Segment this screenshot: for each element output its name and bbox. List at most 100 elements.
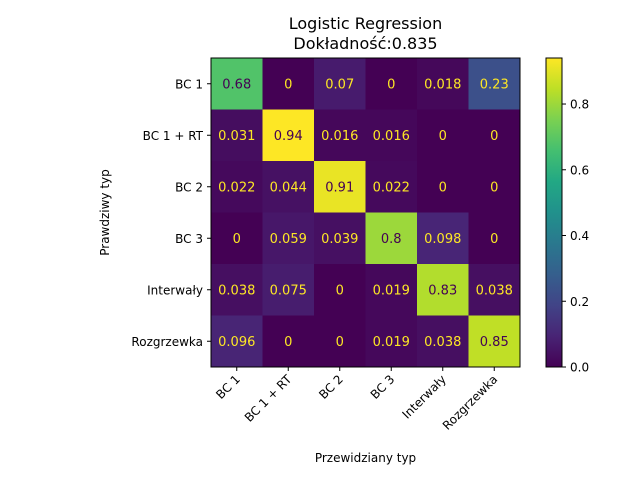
cell-value-label: 0 bbox=[490, 180, 498, 195]
heatmap-cell bbox=[468, 212, 521, 265]
cell-value-label: 0.039 bbox=[321, 232, 358, 247]
heatmap-cell bbox=[211, 58, 263, 110]
cell-value-label: 0.044 bbox=[270, 180, 307, 195]
x-tick-label: BC 2 bbox=[316, 372, 346, 402]
cell-value-label: 0 bbox=[233, 232, 241, 247]
x-tick-label: BC 1 + RT bbox=[242, 372, 295, 425]
heatmap-cell bbox=[314, 161, 366, 213]
y-axis-ticks: BC 1 BC 1 + RT BC 2 BC 3 Interwały Rozgrzewka bbox=[131, 77, 211, 349]
cell-value-label: 0.038 bbox=[424, 335, 461, 350]
y-tick-label: BC 1 + RT bbox=[143, 129, 204, 143]
heatmap-cell bbox=[365, 212, 418, 265]
heatmap-cell bbox=[211, 264, 263, 316]
cell-value-label: 0.075 bbox=[270, 283, 307, 298]
cell-value-label: 0 bbox=[336, 335, 344, 350]
cell-value-label: 0 bbox=[336, 283, 344, 298]
heatmap-cell bbox=[262, 264, 315, 316]
cell-value-label: 0.018 bbox=[424, 77, 461, 92]
plot-frame bbox=[210, 57, 521, 368]
cell-value-label: 0.022 bbox=[218, 180, 255, 195]
cell-value-label: 0.059 bbox=[270, 232, 307, 247]
y-tick-label: BC 2 bbox=[175, 180, 203, 194]
cell-value-label: 0.85 bbox=[480, 335, 509, 350]
heatmap-cell bbox=[262, 58, 315, 110]
colorbar-tick-label: 0.0 bbox=[570, 361, 589, 375]
heatmap-cell bbox=[262, 315, 315, 368]
heatmap-cell bbox=[262, 161, 315, 213]
heatmap-cell bbox=[417, 161, 469, 213]
colorbar-tick-label: 0.8 bbox=[570, 98, 589, 112]
heatmap-cell bbox=[417, 264, 469, 316]
colorbar-tick-label: 0.4 bbox=[570, 229, 589, 243]
heatmap-cell bbox=[262, 109, 315, 162]
heatmap-cell bbox=[468, 109, 521, 162]
y-tick-label: BC 1 bbox=[175, 77, 203, 91]
cell-value-label: 0 bbox=[490, 129, 498, 144]
colorbar-ticks: 0.0 0.2 0.4 0.6 0.8 bbox=[562, 98, 589, 375]
cell-value-label: 0.016 bbox=[321, 129, 358, 144]
cell-value-label: 0.68 bbox=[222, 77, 251, 92]
y-tick-label: Interwały bbox=[147, 283, 203, 297]
cell-value-label: 0.016 bbox=[373, 129, 410, 144]
cell-value-label: 0.019 bbox=[373, 283, 410, 298]
x-tick-label: BC 1 bbox=[213, 372, 243, 402]
heatmap-cell bbox=[468, 315, 521, 368]
heatmap-cells bbox=[211, 58, 521, 368]
heatmap-cell bbox=[417, 58, 469, 110]
heatmap-cell bbox=[262, 212, 315, 265]
heatmap-cell bbox=[417, 212, 469, 265]
colorbar-tick-label: 0.6 bbox=[570, 163, 589, 177]
heatmap-cell bbox=[314, 212, 366, 265]
heatmap-cell bbox=[314, 109, 366, 162]
colorbar-tick-label: 0.2 bbox=[570, 295, 589, 309]
cell-value-label: 0 bbox=[490, 232, 498, 247]
heatmap-cell bbox=[365, 58, 418, 110]
cell-value-label: 0 bbox=[387, 77, 395, 92]
cell-value-label: 0.031 bbox=[218, 129, 255, 144]
heatmap-cell bbox=[211, 315, 263, 368]
heatmap-cell bbox=[417, 109, 469, 162]
chart-title: Logistic Regression bbox=[289, 14, 442, 33]
colorbar bbox=[545, 57, 563, 368]
cell-value-label: 0.8 bbox=[381, 232, 402, 247]
heatmap-cell bbox=[211, 161, 263, 213]
heatmap-cell-labels: 0.68 0 0.07 0 0.018 0.23 0.031 0.94 0.016 0.016 0 0… bbox=[218, 77, 513, 350]
y-tick-label: Rozgrzewka bbox=[131, 335, 203, 349]
heatmap-cell bbox=[365, 315, 418, 368]
heatmap-cell bbox=[468, 264, 521, 316]
heatmap-cell bbox=[314, 58, 366, 110]
cell-value-label: 0.07 bbox=[325, 77, 354, 92]
x-axis-label: Przewidziany typ bbox=[315, 451, 416, 465]
cell-value-label: 0.019 bbox=[373, 335, 410, 350]
chart-subtitle: Dokładność:0.835 bbox=[293, 34, 437, 53]
cell-value-label: 0 bbox=[284, 335, 292, 350]
cell-value-label: 0.94 bbox=[274, 129, 303, 144]
cell-value-label: 0.91 bbox=[325, 180, 354, 195]
heatmap-cell bbox=[314, 315, 366, 368]
cell-value-label: 0.096 bbox=[218, 335, 255, 350]
heatmap-cell bbox=[365, 264, 418, 316]
heatmap-cell bbox=[211, 212, 263, 265]
heatmap-cell bbox=[468, 58, 521, 110]
cell-value-label: 0.23 bbox=[480, 77, 509, 92]
heatmap-cell bbox=[314, 264, 366, 316]
cell-value-label: 0.022 bbox=[373, 180, 410, 195]
y-axis-label: Prawdziwy typ bbox=[98, 169, 112, 256]
heatmap-cell bbox=[468, 161, 521, 213]
cell-value-label: 0.038 bbox=[476, 283, 513, 298]
cell-value-label: 0.83 bbox=[428, 283, 457, 298]
cell-value-label: 0.098 bbox=[424, 232, 461, 247]
cell-value-label: 0 bbox=[439, 129, 447, 144]
heatmap-cell bbox=[365, 109, 418, 162]
heatmap-cell bbox=[417, 315, 469, 368]
heatmap-cell bbox=[365, 161, 418, 213]
cell-value-label: 0.038 bbox=[218, 283, 255, 298]
cell-value-label: 0 bbox=[439, 180, 447, 195]
x-tick-label: BC 3 bbox=[368, 372, 398, 402]
y-tick-label: BC 3 bbox=[175, 232, 203, 246]
x-tick-label: Interwały bbox=[399, 372, 448, 421]
x-tick-label: Rozgrzewka bbox=[440, 372, 501, 433]
heatmap-cell bbox=[211, 109, 263, 162]
